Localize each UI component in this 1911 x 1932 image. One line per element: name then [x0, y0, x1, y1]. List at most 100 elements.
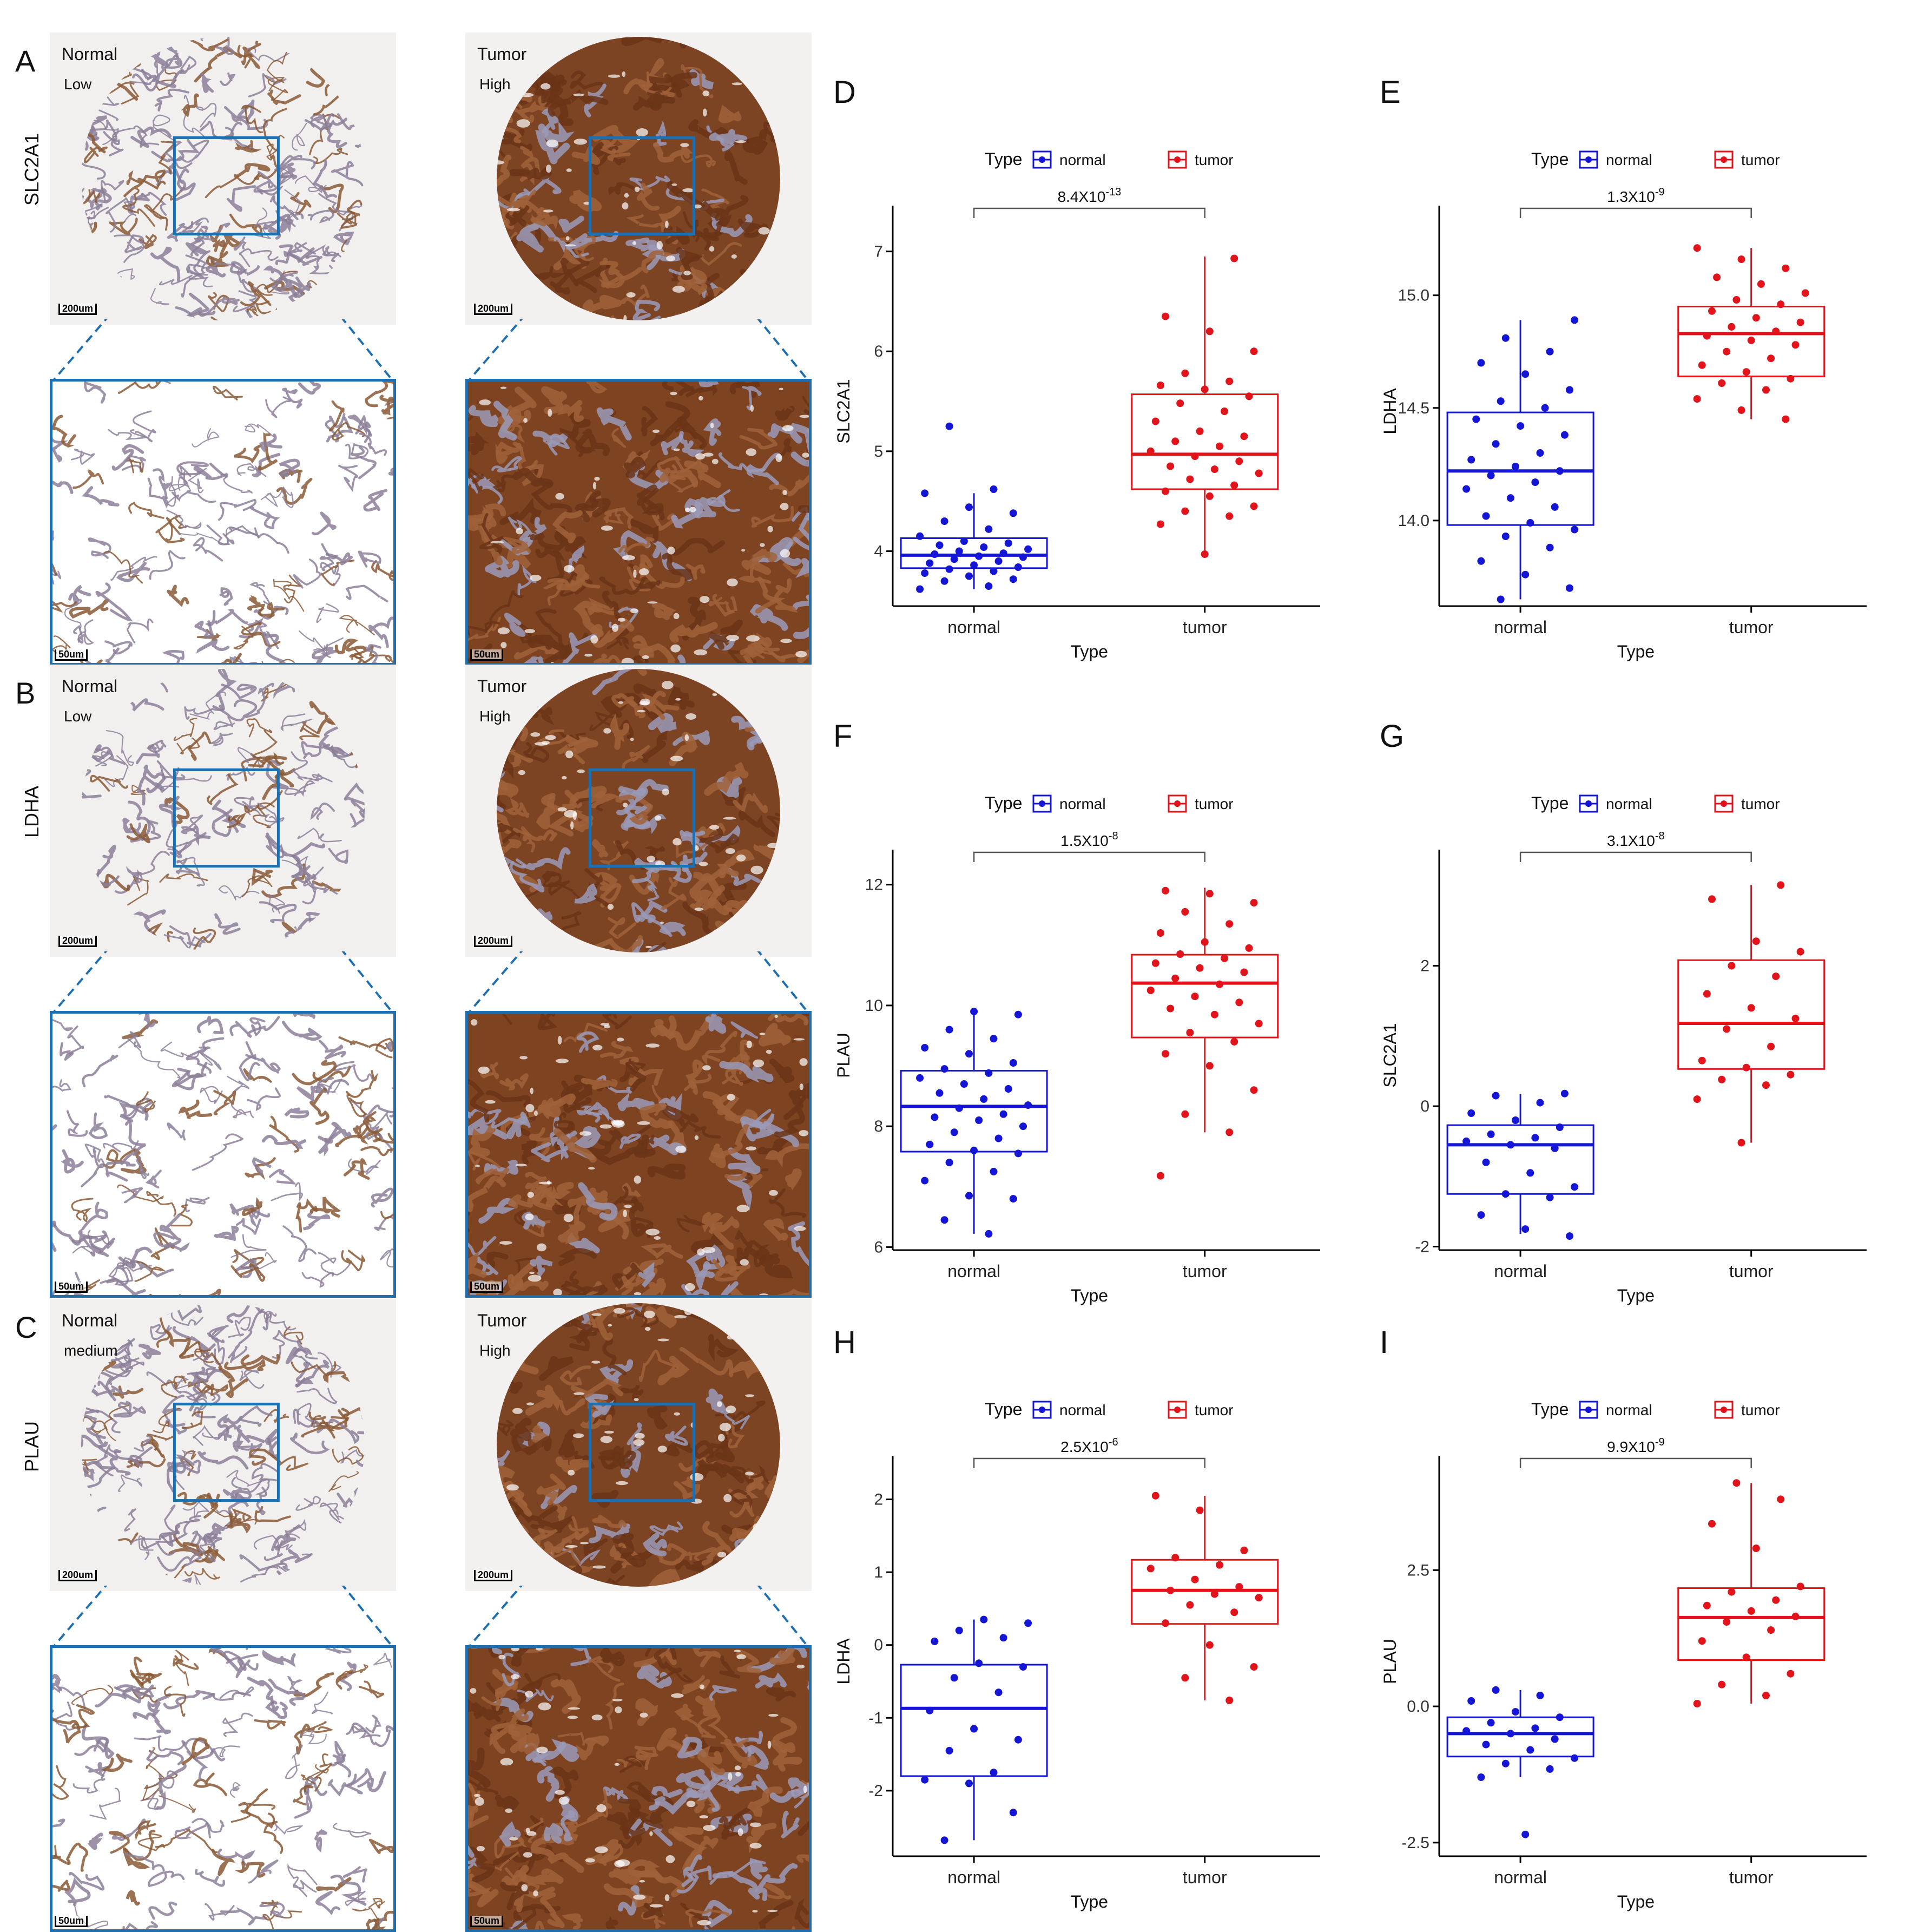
tissue-gap: [611, 623, 618, 632]
data-point: [1506, 1141, 1514, 1149]
tissue-fiber: [148, 288, 169, 313]
p-value-label: 2.5X10-6: [1060, 1436, 1118, 1455]
tissue-fiber: [585, 1142, 649, 1165]
tissue-fiber: [530, 207, 558, 229]
tissue-fiber: [239, 1041, 260, 1081]
tissue-gap: [525, 1104, 535, 1113]
tissue-fiber: [468, 1747, 491, 1788]
data-point: [1777, 300, 1785, 308]
tissue-gap: [577, 769, 585, 773]
tissue-fiber: [473, 1708, 503, 1722]
tissue-fiber: [281, 487, 294, 508]
tissue-fiber: [123, 1848, 150, 1869]
tissue-fiber: [254, 1506, 291, 1522]
tissue-fiber: [268, 1168, 296, 1185]
tissue-fiber: [680, 1902, 711, 1929]
legend-key-point: [1039, 800, 1045, 807]
box-iqr: [900, 1664, 1048, 1777]
tissue-fiber: [124, 1037, 181, 1079]
tissue-fiber: [60, 1042, 74, 1061]
tissue-fiber: [710, 1767, 741, 1792]
data-point: [990, 1035, 998, 1043]
tissue-fiber: [271, 1533, 296, 1552]
tissue-fiber: [164, 54, 183, 69]
tissue-fiber: [478, 1198, 517, 1224]
tissue-fiber: [288, 276, 311, 304]
tissue-fiber: [289, 192, 312, 215]
tissue-gap: [768, 1713, 779, 1717]
tissue-fiber: [82, 1055, 118, 1088]
x-tick-label-tumor: tumor: [1729, 617, 1774, 637]
normal-zoom-svg: [52, 382, 393, 663]
tissue-fiber: [574, 263, 610, 293]
tissue-fiber: [676, 247, 700, 280]
tissue-fiber: [110, 556, 157, 581]
zoom-connector-lines: [466, 951, 810, 1015]
tissue-fiber: [520, 146, 533, 159]
tissue-fiber: [662, 1105, 699, 1127]
legend-label-normal: normal: [1059, 796, 1106, 812]
y-tick-label: 14.0: [1398, 512, 1429, 530]
tissue-fiber: [252, 730, 278, 768]
tissue-fiber: [686, 382, 717, 397]
tissue-fiber: [136, 776, 165, 806]
data-point: [970, 1008, 978, 1016]
tissue-gap: [737, 1828, 743, 1836]
tissue-fiber: [78, 647, 120, 663]
tissue-gap: [752, 1910, 758, 1913]
tissue-fiber: [167, 1122, 186, 1141]
tissue-fiber: [156, 1764, 187, 1810]
p-value-label: 1.3X10-9: [1607, 186, 1665, 205]
tissue-fiber: [52, 1765, 70, 1800]
tissue-fiber: [747, 1786, 783, 1817]
data-point: [1250, 899, 1258, 907]
data-point: [1004, 1085, 1012, 1093]
data-point: [1762, 1691, 1770, 1699]
tissue-fiber: [176, 461, 209, 476]
tissue-fiber: [755, 1672, 787, 1689]
scale-bar: 200um: [58, 304, 97, 315]
tissue-fiber: [200, 1086, 223, 1104]
ihc-gene-label: PLAU: [21, 1421, 43, 1472]
tissue-fiber: [271, 275, 298, 298]
tissue-fiber: [245, 308, 292, 320]
tissue-fiber: [525, 1172, 548, 1190]
tissue-fiber: [307, 1721, 334, 1733]
tissue-fiber: [101, 1753, 133, 1772]
data-point: [1024, 1101, 1032, 1109]
tissue-fiber: [703, 418, 722, 446]
tissue-fiber: [570, 70, 604, 90]
data-point: [1014, 1736, 1022, 1744]
tissue-fiber: [298, 382, 321, 395]
tissue-fiber: [286, 1519, 307, 1539]
tissue-fiber: [527, 635, 572, 663]
tissue-fiber: [574, 883, 597, 904]
tissue-gap: [529, 1271, 535, 1274]
significance-bracket: [1519, 1457, 1752, 1468]
tissue-fiber: [118, 1474, 142, 1492]
tissue-texture: [52, 1648, 393, 1929]
data-point: [1225, 920, 1234, 928]
tissue-fiber: [529, 1256, 553, 1278]
tissue-fiber: [681, 1854, 703, 1887]
tissue-fiber: [535, 1920, 545, 1929]
tissue-fiber: [226, 1303, 266, 1323]
tissue-fiber: [312, 647, 337, 663]
tissue-fiber: [566, 410, 591, 438]
tissue-fiber: [275, 253, 322, 266]
tissue-fiber: [192, 927, 216, 952]
data-point: [1742, 368, 1750, 376]
tissue-fiber: [269, 1115, 300, 1153]
tissue-fiber: [205, 1903, 235, 1921]
y-tick-label: 10: [865, 997, 883, 1015]
tissue-fiber: [662, 862, 692, 883]
tissue-fiber: [263, 1409, 289, 1423]
tissue-fiber: [111, 444, 144, 471]
tissue-fiber: [541, 870, 557, 886]
data-point: [1201, 385, 1209, 393]
tissue-fiber: [301, 1421, 335, 1439]
tissue-fiber: [375, 1037, 393, 1059]
tissue-fiber: [574, 1126, 601, 1148]
tissue-gap: [607, 904, 614, 910]
